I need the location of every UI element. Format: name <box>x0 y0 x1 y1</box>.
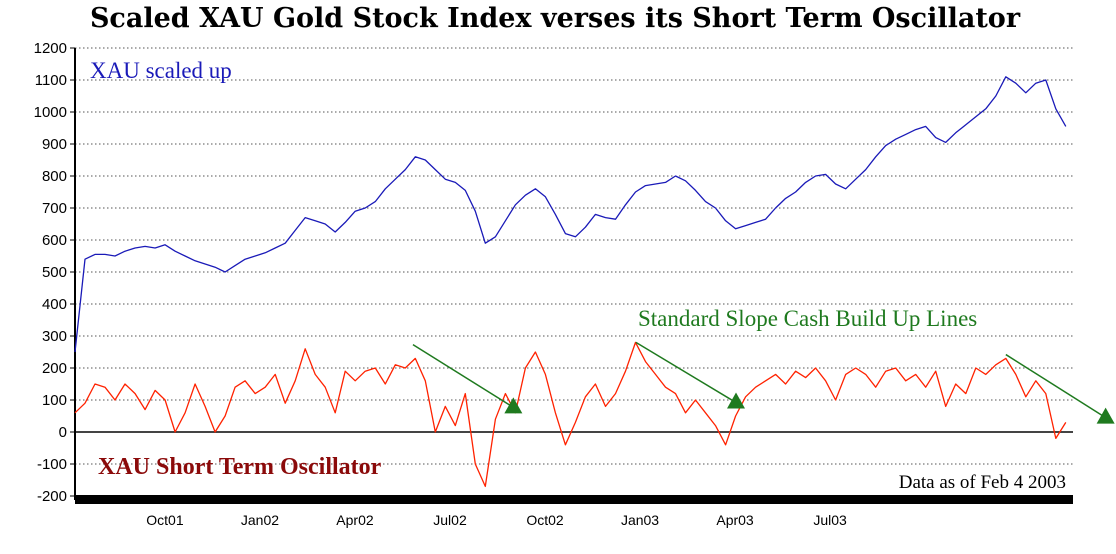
gridlines <box>74 47 1073 504</box>
y-tick-label: 1000 <box>34 104 67 121</box>
y-tick-label: 400 <box>42 296 67 313</box>
x-tick-label: Jan03 <box>621 512 659 528</box>
y-tick-label: 200 <box>42 360 67 377</box>
xau-series-line <box>74 76 1067 353</box>
x-tick-label: Jan02 <box>241 512 279 528</box>
chart-title: Scaled XAU Gold Stock Index verses its S… <box>90 3 1021 34</box>
x-axis-bar <box>75 495 1073 504</box>
slope-line <box>635 341 737 404</box>
xau-label: XAU scaled up <box>90 58 232 83</box>
y-tick-label: -100 <box>37 456 67 473</box>
x-tick-label: Jul03 <box>813 512 847 528</box>
x-tick-label: Jul02 <box>433 512 467 528</box>
y-axis-ticks: -200 -100 0 100 200 300 400 500 600 700 800 900 1000… <box>34 40 75 505</box>
slope-arrow-triangle <box>727 392 746 409</box>
y-tick-label: 800 <box>42 168 67 185</box>
y-tick-label: 300 <box>42 328 67 345</box>
date-note: Data as of Feb 4 2003 <box>899 472 1066 493</box>
y-tick-label: 500 <box>42 264 67 281</box>
series-group <box>74 76 1067 488</box>
slope-label: Standard Slope Cash Build Up Lines <box>638 306 977 331</box>
x-tick-label: Apr02 <box>336 512 374 528</box>
x-tick-label: Apr03 <box>716 512 754 528</box>
y-tick-label: 900 <box>42 136 67 153</box>
y-tick-label: 600 <box>42 232 67 249</box>
slope-lines-group <box>412 341 1115 424</box>
x-tick-label: Oct01 <box>146 512 184 528</box>
slope-line <box>412 344 514 408</box>
x-axis-ticks: Oct01 Jan02 Apr02 Jul02 Oct02 Jan03 Apr03 Jul03 <box>146 512 847 528</box>
y-tick-label: 700 <box>42 200 67 217</box>
y-tick-label: 100 <box>42 392 67 409</box>
oscillator-series-line <box>74 341 1067 488</box>
oscillator-label: XAU Short Term Oscillator <box>98 454 382 480</box>
slope-line <box>1005 353 1107 419</box>
slope-arrow-triangle <box>504 397 523 414</box>
y-tick-label: 1100 <box>35 72 67 89</box>
y-tick-label: 1200 <box>34 40 67 57</box>
y-tick-label: 0 <box>59 424 67 441</box>
slope-arrow-triangle <box>1096 407 1115 424</box>
x-tick-label: Oct02 <box>526 512 564 528</box>
y-tick-label: -200 <box>37 488 67 505</box>
